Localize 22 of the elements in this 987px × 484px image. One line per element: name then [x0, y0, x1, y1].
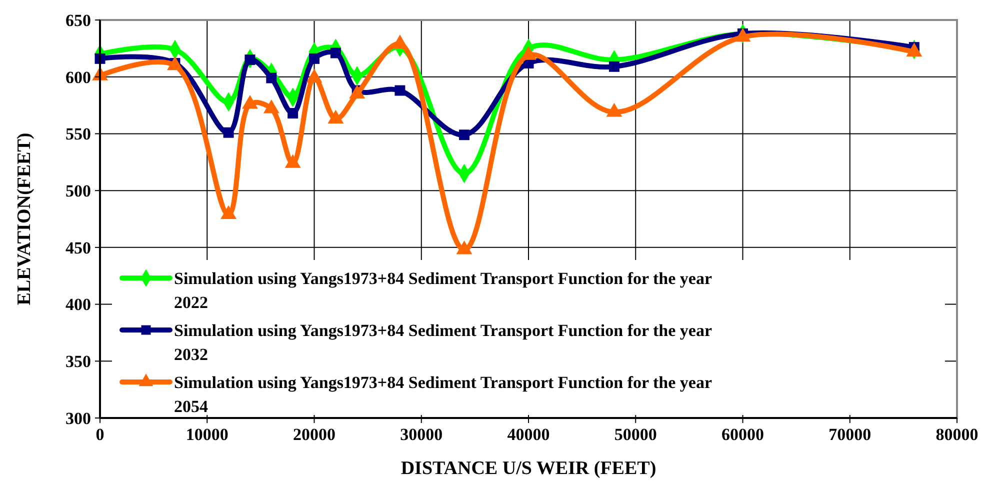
x-axis-title: DISTANCE U/S WEIR (FEET)	[400, 458, 656, 479]
x-tick-label: 0	[96, 425, 104, 444]
x-tick-label: 80000	[936, 425, 978, 444]
x-tick-label: 40000	[507, 425, 550, 444]
x-tick-label: 70000	[828, 425, 872, 444]
legend-label: Simulation using Yangs1973+84 Sediment Transport Function for the year 2022	[174, 268, 712, 312]
y-tick-label: 350	[66, 352, 91, 372]
y-tick-label: 500	[66, 182, 91, 201]
y-tick-label: 600	[66, 68, 91, 87]
y-tick-label: 400	[66, 295, 91, 314]
y-tick-label: 650	[66, 10, 91, 30]
y-axis-title: ELEVATION(FEET)	[14, 132, 35, 306]
x-tick-label: 30000	[400, 425, 443, 444]
x-tick-label: 20000	[293, 425, 336, 444]
x-tick-label: 10000	[186, 425, 228, 444]
x-tick-label: 50000	[614, 425, 657, 444]
y-tick-label: 450	[66, 238, 91, 258]
y-tick-label: 550	[66, 124, 91, 144]
legend-label: Simulation using Yangs1973+84 Sediment Transport Function for the year 2032	[174, 320, 712, 364]
x-tick-label: 60000	[722, 425, 764, 444]
y-tick-label: 300	[66, 408, 91, 428]
legend-label: Simulation using Yangs1973+84 Sediment Transport Function for the year 2054	[174, 372, 712, 416]
